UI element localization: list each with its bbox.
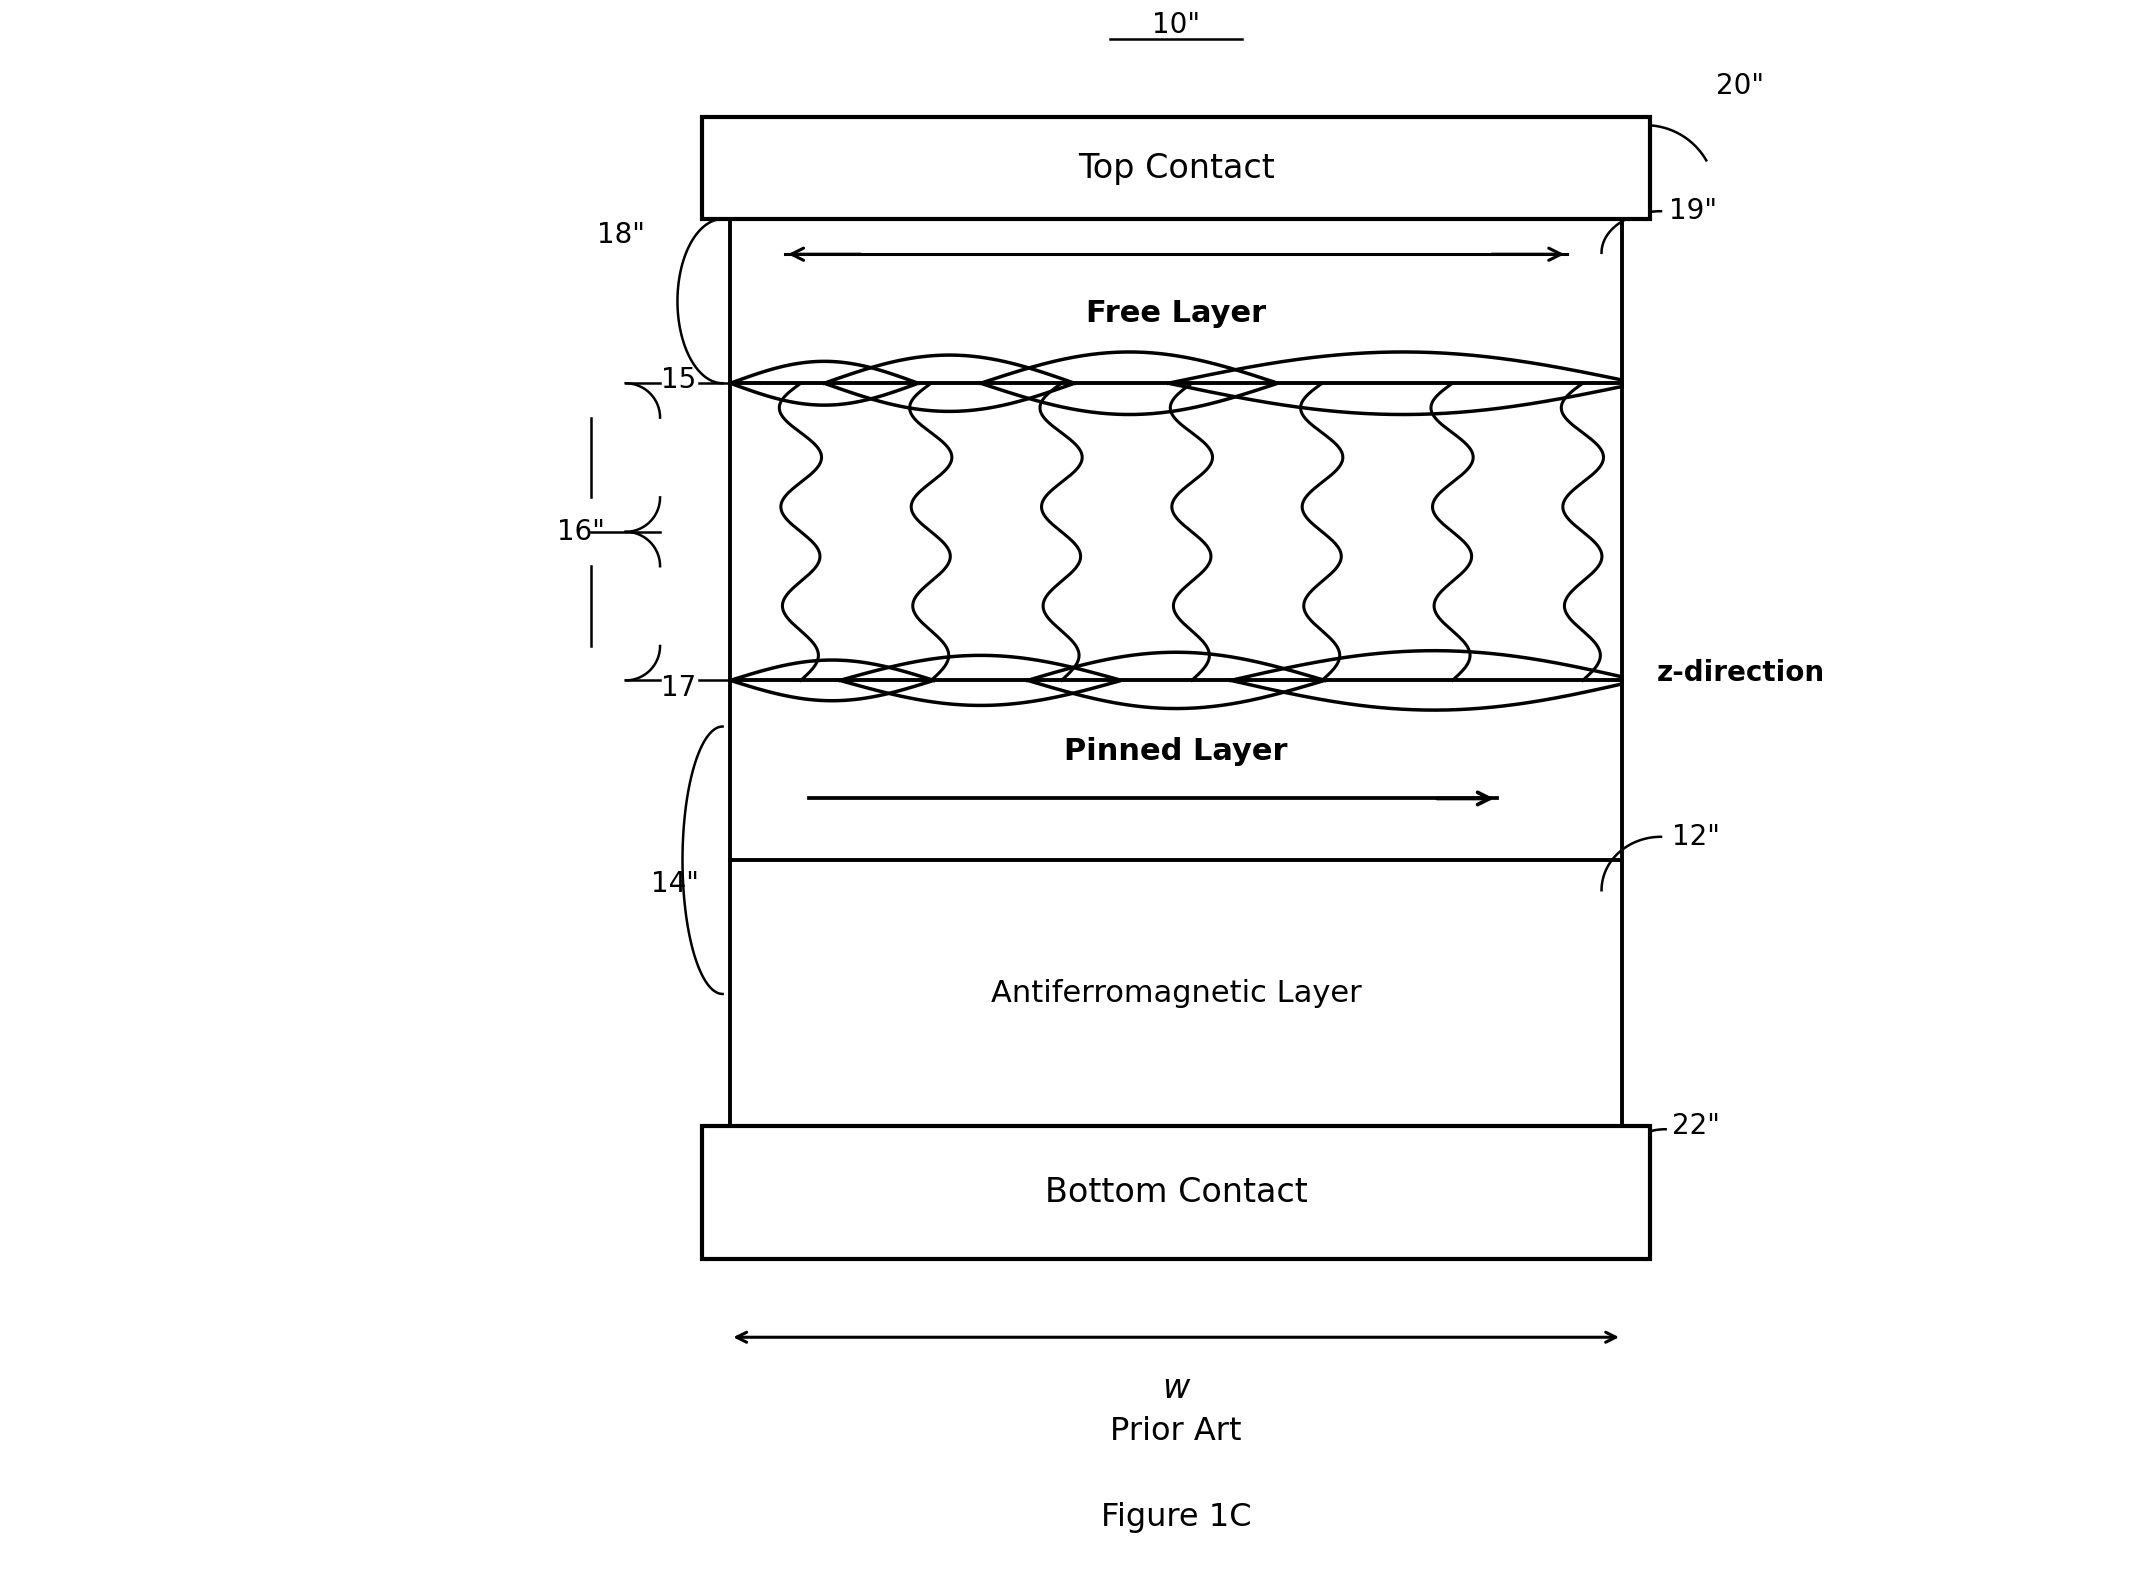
Text: Prior Art: Prior Art — [1111, 1415, 1242, 1447]
Text: Top Contact: Top Contact — [1079, 151, 1274, 184]
Text: w: w — [1163, 1371, 1191, 1404]
Text: 15: 15 — [660, 366, 696, 394]
Text: 12": 12" — [1672, 823, 1719, 851]
Text: Figure 1C: Figure 1C — [1100, 1502, 1251, 1532]
Text: 14": 14" — [651, 870, 698, 898]
Text: Bottom Contact: Bottom Contact — [1044, 1176, 1307, 1209]
Text: z-direction: z-direction — [1657, 659, 1825, 687]
Text: Antiferromagnetic Layer: Antiferromagnetic Layer — [991, 979, 1362, 1007]
Text: 22": 22" — [1672, 1113, 1719, 1139]
Text: 16": 16" — [557, 519, 606, 545]
Text: Pinned Layer: Pinned Layer — [1064, 738, 1287, 766]
Bar — [703, 1127, 1650, 1259]
Text: 19": 19" — [1670, 197, 1717, 225]
Text: 20": 20" — [1715, 72, 1764, 101]
Text: Free Layer: Free Layer — [1085, 299, 1266, 328]
Text: 10": 10" — [1152, 11, 1199, 39]
Text: 17: 17 — [660, 675, 696, 703]
Bar — [703, 117, 1650, 219]
Text: 18": 18" — [597, 221, 645, 249]
